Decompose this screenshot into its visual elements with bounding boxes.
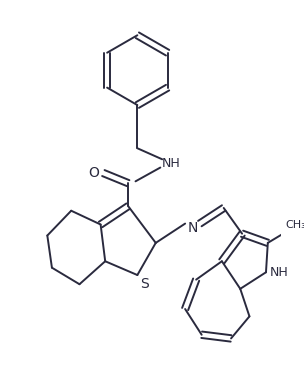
Text: O: O: [89, 166, 100, 180]
Text: CH₃: CH₃: [285, 221, 304, 231]
Text: NH: NH: [269, 266, 288, 279]
Text: NH: NH: [162, 157, 181, 170]
Text: N: N: [187, 221, 198, 235]
Text: S: S: [140, 277, 149, 291]
